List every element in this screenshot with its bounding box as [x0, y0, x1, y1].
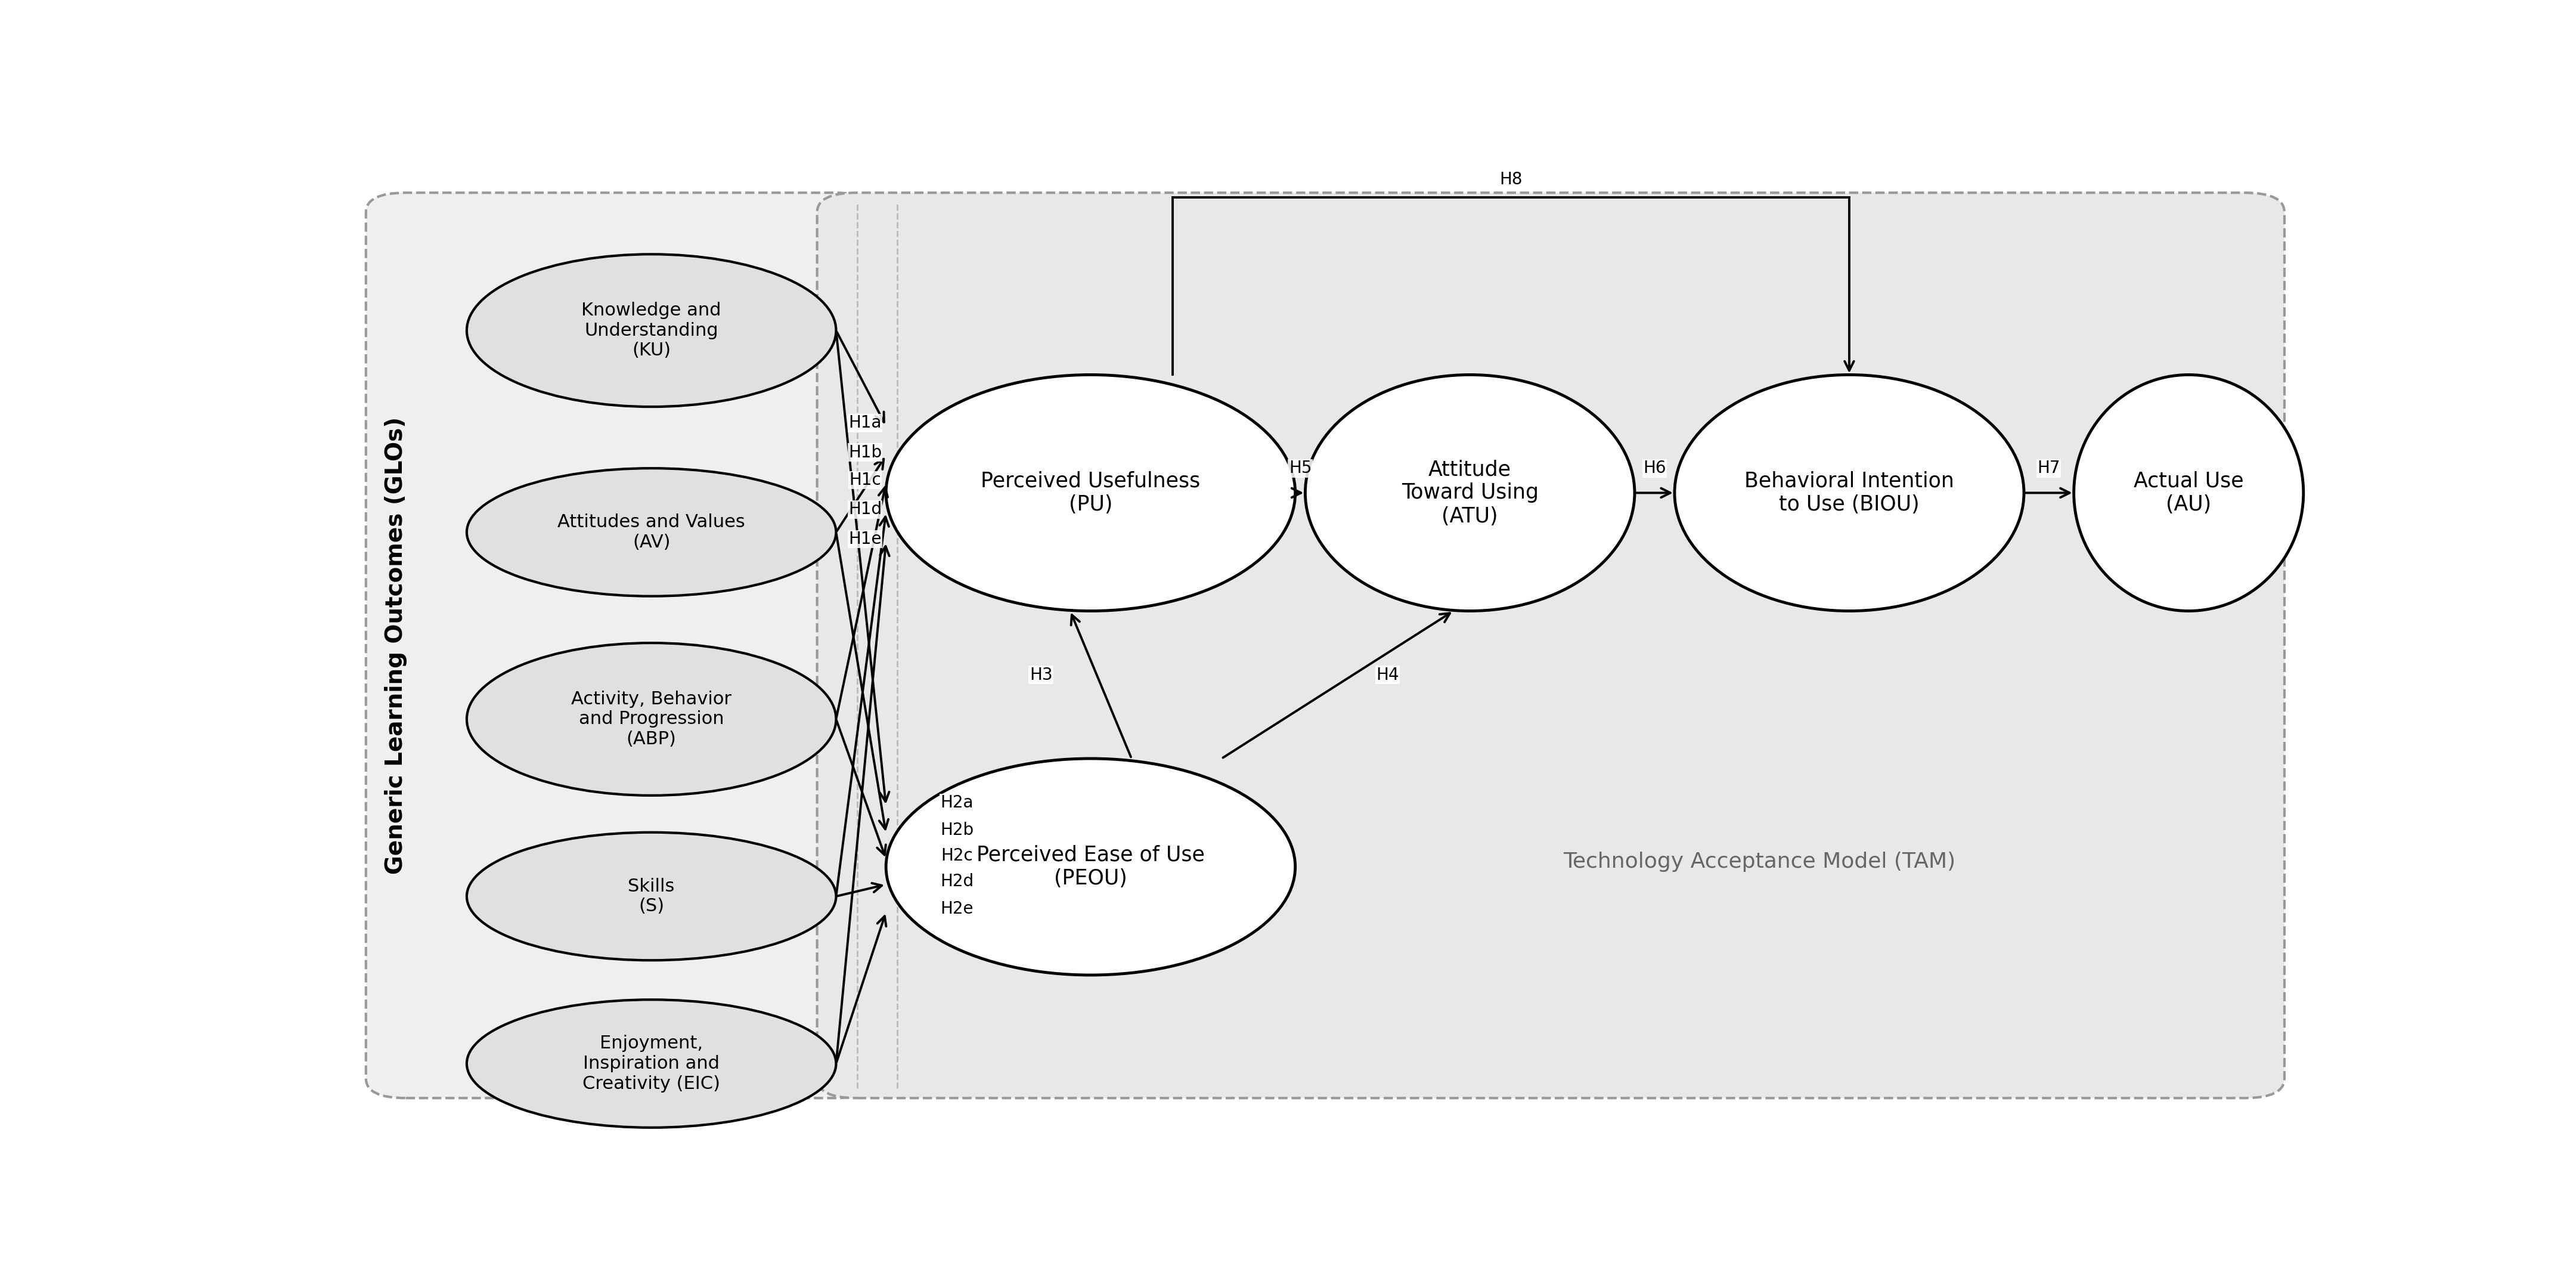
FancyBboxPatch shape: [817, 193, 2285, 1098]
Ellipse shape: [466, 254, 837, 406]
Ellipse shape: [886, 759, 1296, 975]
Text: Perceived Usefulness
(PU): Perceived Usefulness (PU): [981, 472, 1200, 515]
Text: Activity, Behavior
and Progression
(ABP): Activity, Behavior and Progression (ABP): [572, 690, 732, 748]
Ellipse shape: [466, 468, 837, 596]
Ellipse shape: [466, 832, 837, 960]
Text: H7: H7: [2038, 460, 2061, 477]
Ellipse shape: [466, 643, 837, 795]
Text: H1c: H1c: [850, 472, 881, 488]
Text: H1d: H1d: [848, 501, 881, 518]
Ellipse shape: [2074, 374, 2303, 611]
Text: Perceived Ease of Use
(PEOU): Perceived Ease of Use (PEOU): [976, 845, 1206, 888]
Text: Attitudes and Values
(AV): Attitudes and Values (AV): [556, 514, 744, 551]
Text: Knowledge and
Understanding
(KU): Knowledge and Understanding (KU): [582, 302, 721, 359]
Text: Behavioral Intention
to Use (BIOU): Behavioral Intention to Use (BIOU): [1744, 472, 1955, 515]
Text: H1a: H1a: [848, 414, 881, 432]
Text: H2c: H2c: [940, 847, 974, 864]
Text: Generic Learning Outcomes (GLOs): Generic Learning Outcomes (GLOs): [384, 417, 407, 874]
Text: Attitude
Toward Using
(ATU): Attitude Toward Using (ATU): [1401, 459, 1538, 527]
Text: H2e: H2e: [940, 901, 974, 918]
Text: Actual Use
(AU): Actual Use (AU): [2133, 472, 2244, 515]
Text: H2d: H2d: [940, 873, 974, 889]
Ellipse shape: [466, 999, 837, 1127]
Text: Skills
(S): Skills (S): [629, 878, 675, 915]
Text: Technology Acceptance Model (TAM): Technology Acceptance Model (TAM): [1564, 851, 1955, 872]
Text: H3: H3: [1030, 667, 1054, 684]
Text: H2a: H2a: [940, 795, 974, 812]
Ellipse shape: [886, 374, 1296, 611]
Ellipse shape: [1306, 374, 1636, 611]
Text: H5: H5: [1288, 460, 1311, 477]
Text: H2b: H2b: [940, 822, 974, 838]
Text: Enjoyment,
Inspiration and
Creativity (EIC): Enjoyment, Inspiration and Creativity (E…: [582, 1035, 721, 1093]
Text: H6: H6: [1643, 460, 1667, 477]
Text: H1b: H1b: [848, 445, 881, 461]
Ellipse shape: [1674, 374, 2025, 611]
FancyBboxPatch shape: [366, 193, 876, 1098]
Text: H1e: H1e: [848, 530, 881, 547]
Text: H8: H8: [1499, 171, 1522, 188]
Text: H4: H4: [1376, 667, 1399, 684]
